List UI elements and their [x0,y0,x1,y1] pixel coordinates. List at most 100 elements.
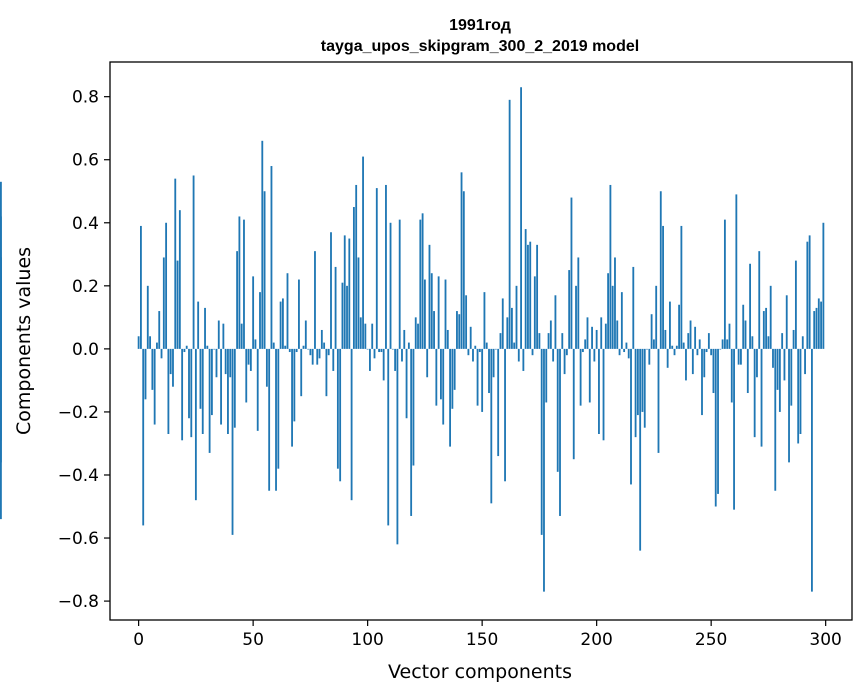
bar [325,348,328,397]
bar [403,329,406,349]
y-tick-label: −0.2 [58,403,99,423]
bar [197,301,200,349]
bar [758,251,761,349]
y-tick-label: 0.2 [72,277,99,297]
bar [462,191,465,349]
bar [291,348,293,447]
bar [476,348,479,406]
bar [726,339,729,349]
bar [265,348,268,387]
bar [563,348,566,375]
bar [469,326,472,349]
bar [201,348,204,434]
bar [215,348,218,378]
bar [231,348,234,535]
bar [815,307,818,349]
y-tick-label: −0.8 [58,592,99,612]
bar [767,336,770,349]
bar [627,348,630,359]
bar [204,307,206,349]
bar [410,348,413,516]
bar [634,348,637,438]
bar [742,304,745,349]
bar [311,348,314,365]
bar [687,333,690,349]
bar [391,348,394,350]
bar [611,285,614,349]
bar [527,244,529,349]
bar [233,348,236,428]
bar [511,307,513,349]
bar [712,348,715,394]
bar [309,348,312,356]
bar [252,276,255,349]
bar [426,348,429,378]
bar [719,348,722,350]
bar [194,348,197,501]
bar [435,348,438,406]
bar [304,320,307,349]
bar [140,225,142,349]
y-tick-label: 0.8 [72,88,99,108]
bar [685,348,687,381]
x-tick-label: 100 [351,630,383,650]
bar [581,348,584,353]
bar [451,348,454,409]
bar [664,329,667,349]
bar [343,235,346,349]
bar [371,323,374,349]
bar [492,348,495,378]
bar [701,348,703,416]
bar [0,348,2,368]
bar [545,348,548,403]
bar [776,348,779,390]
bar [362,156,364,349]
bar [579,348,582,406]
bar [811,348,813,592]
bar [584,339,587,349]
bar [513,342,516,349]
bar [256,348,259,431]
bar [472,348,474,362]
bar [721,339,724,349]
bar [348,238,351,349]
bar [346,285,348,349]
bar [330,232,332,349]
bar [804,348,806,375]
x-tick-label: 0 [133,630,144,650]
bar [536,244,539,349]
bar [389,222,392,349]
bar [559,348,561,516]
bar [760,348,763,447]
bar [272,342,275,349]
bar [185,345,188,349]
bar [524,229,527,349]
bar [788,348,790,463]
bar [387,348,390,526]
bar [723,219,726,349]
bar [577,257,580,349]
bar [669,301,671,349]
bar [659,191,662,349]
bar [607,273,610,349]
bar [650,314,653,349]
bar [375,188,378,349]
bar [446,329,449,349]
bar [334,266,337,349]
ticks-group: 0 50 100 150 200 250 300 −0.8 −0.6 −0.4 −0.2 0.0 0.2… [58,88,842,650]
bar [449,348,451,447]
bar [227,348,229,434]
bar [183,348,186,353]
bar [680,225,683,349]
bar [286,273,289,349]
bar [444,279,447,349]
bar [790,348,793,406]
bar [261,140,264,349]
bar [682,342,685,349]
bar [639,348,642,551]
bar [746,348,749,394]
bar [508,99,511,349]
bar [385,184,387,349]
bar [0,348,2,441]
bar [417,323,419,349]
